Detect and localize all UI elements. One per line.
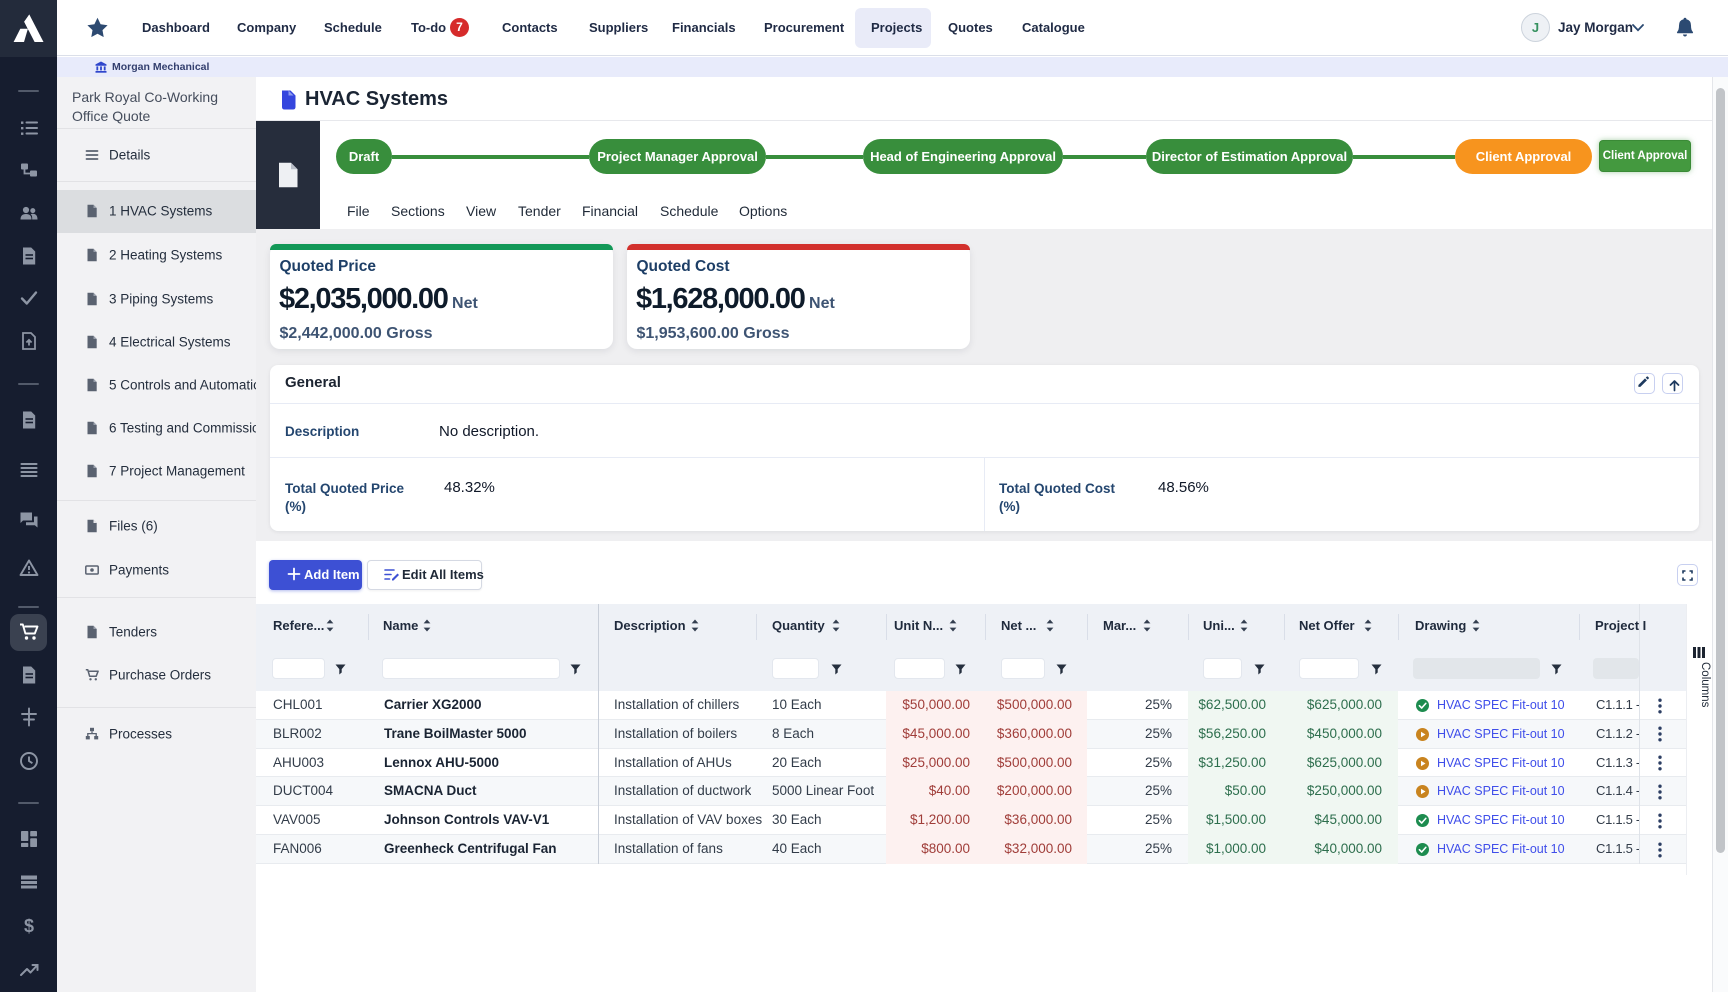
svg-text:$: $ — [23, 916, 33, 936]
